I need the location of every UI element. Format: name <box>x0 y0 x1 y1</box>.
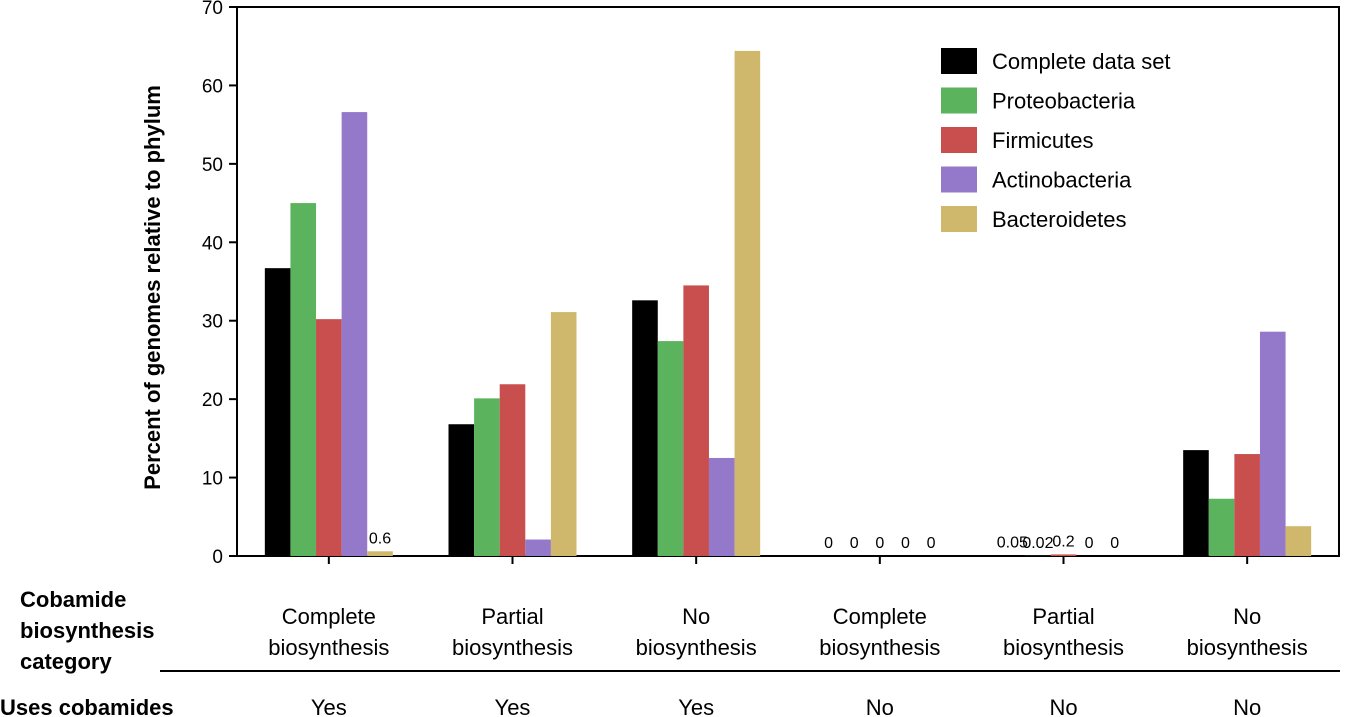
bar <box>264 268 291 556</box>
uses-cobamides-value: No <box>1233 695 1261 717</box>
data-label: 0 <box>927 535 936 552</box>
bar <box>550 312 577 556</box>
bar <box>632 300 658 556</box>
data-label: 0.2 <box>1052 533 1074 550</box>
data-label: 0.02 <box>1022 535 1053 552</box>
legend-swatch <box>941 166 977 193</box>
legend-label: Complete data set <box>992 49 1171 74</box>
x-category-label: biosynthesis <box>1003 635 1124 660</box>
bar <box>474 398 500 556</box>
x-category-label: biosynthesis <box>636 635 757 660</box>
bar <box>316 319 342 556</box>
y-tick-label: 50 <box>202 155 223 176</box>
y-tick-label: 40 <box>202 233 223 254</box>
bar <box>1234 454 1260 556</box>
y-tick-label: 60 <box>202 76 223 97</box>
x-category-label: Complete <box>833 604 927 629</box>
data-label: 0 <box>850 535 859 552</box>
y-axis-label: Percent of genomes relative to phylum <box>140 85 165 490</box>
row-header-category: Cobamide <box>20 587 126 612</box>
data-label: 0 <box>1085 535 1094 552</box>
x-category-label: No <box>1233 604 1261 629</box>
bar <box>1050 554 1077 556</box>
bar <box>341 112 368 556</box>
row-header-category: category <box>20 649 112 674</box>
y-tick-label: 10 <box>202 469 223 490</box>
x-category-label: Partial <box>481 604 543 629</box>
legend-swatch <box>941 206 977 232</box>
bar <box>734 50 761 557</box>
y-tick-label: 20 <box>202 390 223 411</box>
uses-cobamides-value: No <box>1049 695 1077 717</box>
x-category-label: Complete <box>282 604 376 629</box>
x-category-label: No <box>682 604 710 629</box>
data-label: 0 <box>1110 535 1119 552</box>
bar <box>448 424 475 556</box>
y-tick-label: 70 <box>202 0 223 19</box>
uses-cobamides-value: Yes <box>311 695 347 717</box>
plot-frame <box>236 6 1340 557</box>
legend-swatch <box>941 48 977 74</box>
bar <box>290 203 317 557</box>
bar <box>683 285 709 556</box>
uses-cobamides-value: No <box>866 695 894 717</box>
x-category-label: biosynthesis <box>268 635 389 660</box>
y-tick-label: 0 <box>212 547 223 568</box>
legend-label: Firmicutes <box>992 128 1093 153</box>
data-label: 0.05 <box>997 535 1028 552</box>
legend-swatch <box>941 87 977 114</box>
data-label: 0 <box>875 535 884 552</box>
y-tick-label: 30 <box>202 312 223 333</box>
row-header-uses: Uses cobamides <box>0 695 174 717</box>
row-header-category: biosynthesis <box>20 618 154 643</box>
x-category-label: biosynthesis <box>452 635 573 660</box>
legend-label: Bacteroidetes <box>992 207 1127 232</box>
bar <box>1259 331 1286 556</box>
uses-cobamides-value: Yes <box>678 695 714 717</box>
legend-label: Actinobacteria <box>992 168 1132 193</box>
bar <box>525 539 551 556</box>
data-label: 0 <box>824 535 833 552</box>
bar <box>367 551 393 556</box>
legend-swatch <box>941 127 977 153</box>
bar <box>1285 526 1312 556</box>
x-category-label: Partial <box>1032 604 1094 629</box>
uses-cobamides-value: Yes <box>495 695 531 717</box>
data-label: 0 <box>901 535 910 552</box>
bar <box>1208 498 1235 556</box>
bar <box>1183 450 1209 556</box>
x-category-label: biosynthesis <box>819 635 940 660</box>
bar <box>657 341 684 556</box>
data-label: 0.6 <box>369 530 391 547</box>
bar <box>499 384 526 556</box>
x-category-label: biosynthesis <box>1187 635 1308 660</box>
bar <box>708 457 735 556</box>
legend-label: Proteobacteria <box>992 89 1136 114</box>
